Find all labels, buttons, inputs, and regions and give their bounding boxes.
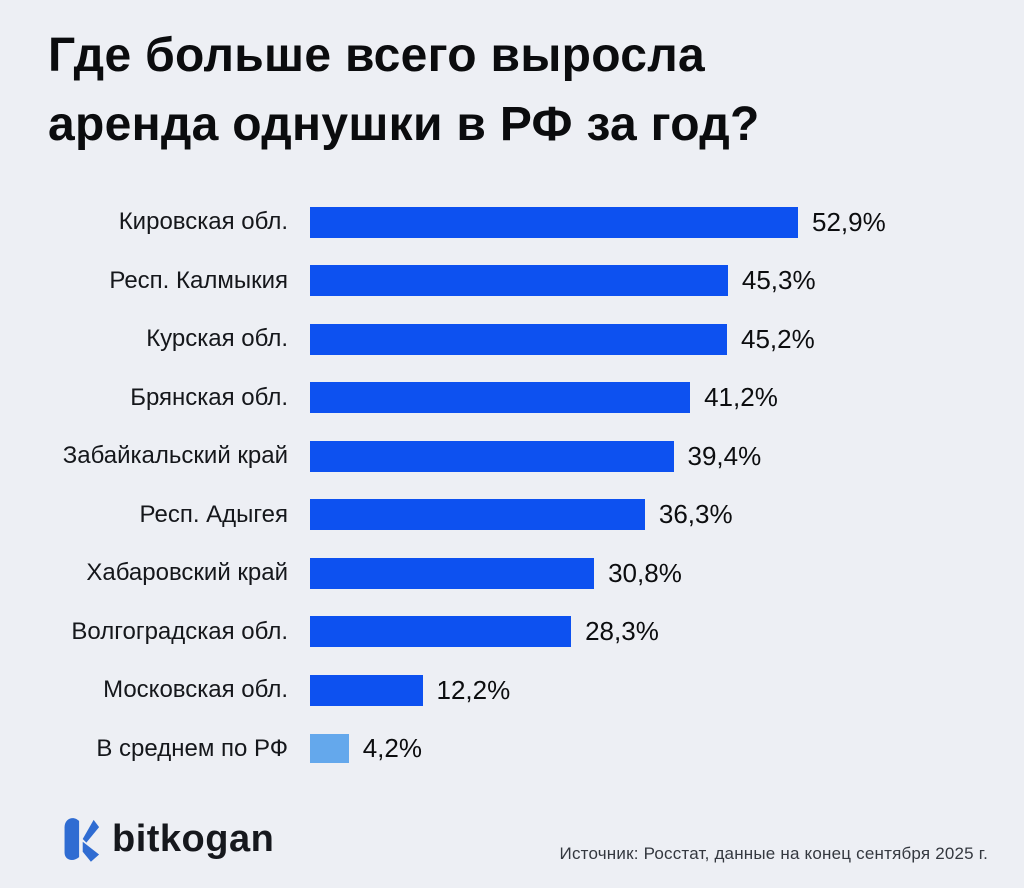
chart-row: Забайкальский край 39,4% [48,427,998,486]
chart-row: Хабаровский край 30,8% [48,544,998,603]
category-label: Хабаровский край [86,559,288,587]
category-label: Брянская обл. [130,383,288,411]
value-label: 45,2% [741,323,815,354]
title-line-1: Где больше всего выросла [48,29,706,82]
chart-row: Брянская обл. 41,2% [48,369,998,428]
bar [310,382,691,414]
category-label: Московская обл. [103,676,288,704]
page-title: Где больше всего выросла аренда однушки … [48,22,760,159]
bar [310,440,674,472]
bar [310,206,798,238]
bar [310,734,349,764]
bar [310,674,423,706]
category-label: Забайкальский край [62,442,288,470]
chart-row: Волгоградская обл. 28,3% [48,603,998,662]
brand-name: bitkogan [112,817,275,860]
chart-row: Респ. Калмыкия 45,3% [48,252,998,311]
value-label: 12,2% [436,674,511,705]
chart-row: Респ. Адыгея 36,3% [48,486,998,545]
bar [310,499,645,531]
bar [310,265,728,297]
source-note: Источник: Росстат, данные на конец сентя… [559,844,988,863]
chart-row: Московская обл. 12,2% [48,661,998,720]
brand-logo: bitkogan [60,812,274,866]
category-label: Волгоградская обл. [71,617,288,645]
bar [310,323,727,355]
value-label: 45,3% [741,265,816,296]
value-label: 52,9% [812,206,886,237]
title-line-2: аренда однушки в РФ за год? [48,97,760,151]
bar [310,557,595,589]
chart-row: Курская обл. 45,2% [48,310,998,369]
value-label: 4,2% [362,733,422,764]
category-label: Респ. Калмыкия [109,266,288,294]
value-label: 28,3% [585,616,659,647]
category-label: Респ. Адыгея [139,500,288,528]
bitkogan-logo-icon [60,812,100,866]
value-label: 41,2% [704,382,778,413]
category-label: Кировская обл. [118,208,288,236]
chart-row: Кировская обл. 52,9% [48,193,998,252]
chart-row: В среднем по РФ 4,2% [48,720,998,779]
bar-chart: Кировская обл. 52,9% Респ. Калмыкия 45,3… [48,193,998,778]
category-label: В среднем по РФ [96,734,288,762]
value-label: 39,4% [687,440,762,471]
value-label: 30,8% [608,557,682,588]
bar [310,616,572,648]
value-label: 36,3% [658,499,733,530]
category-label: Курская обл. [146,325,288,353]
